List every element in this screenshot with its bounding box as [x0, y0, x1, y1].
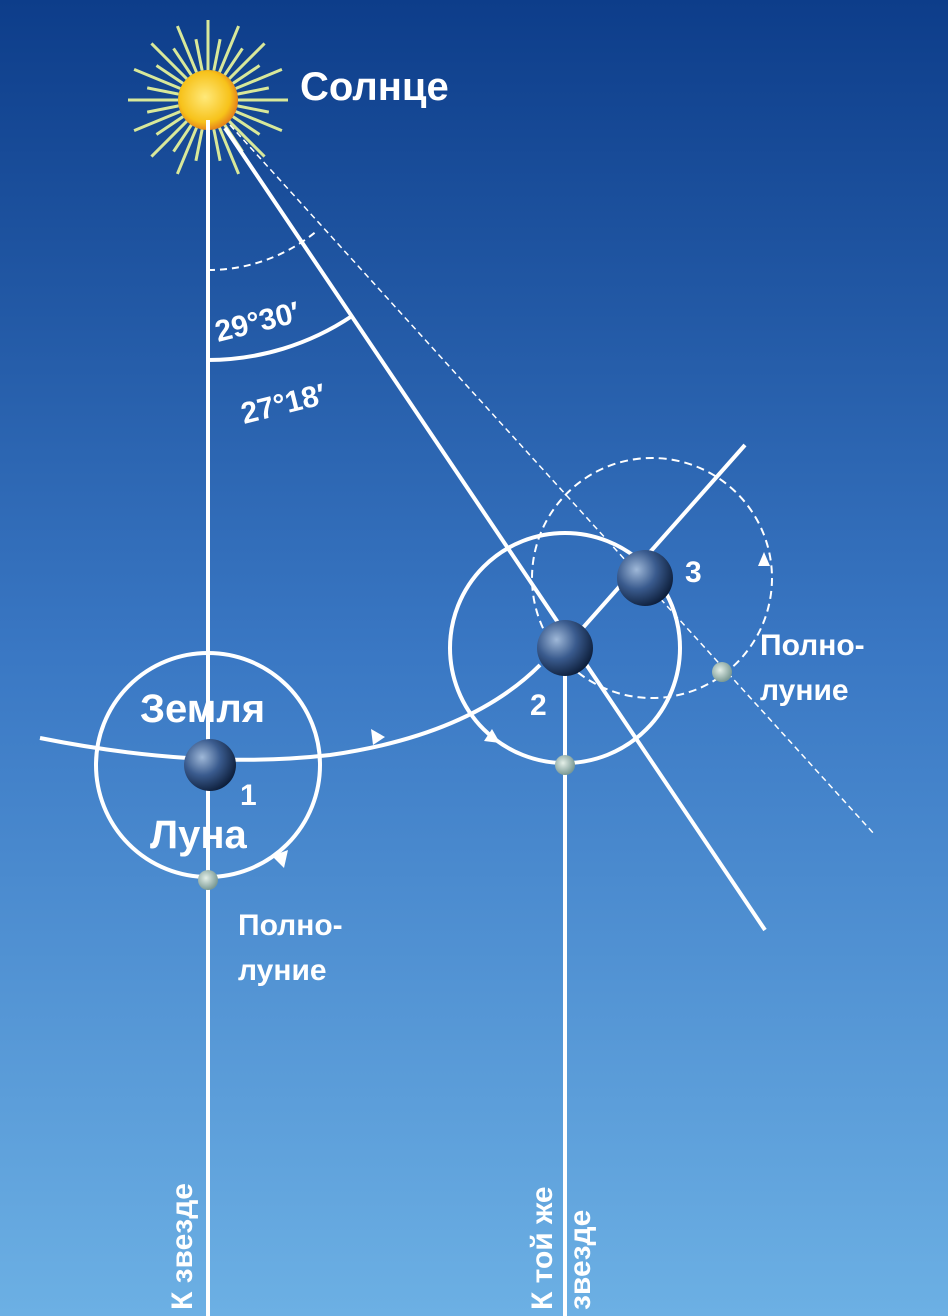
- star-label: звезде: [564, 1210, 597, 1310]
- page: {"sun":{"label":"Солнце"}, "angles":["29…: [0, 0, 948, 1316]
- moon: [555, 755, 575, 775]
- diagram: Солнце 29°30′ 27°18′ Земля 1 Луна 2 3 По…: [0, 0, 948, 1316]
- earth: [184, 739, 236, 791]
- full-moon-label: Полно-: [238, 909, 343, 942]
- earth-label: Земля: [140, 687, 265, 731]
- moon-label: Луна: [150, 813, 247, 857]
- sun-label: Солнце: [300, 65, 449, 109]
- full-moon-label: Полно-: [760, 629, 865, 662]
- earth: [617, 550, 673, 606]
- earth: [537, 620, 593, 676]
- full-moon-label: луние: [760, 674, 849, 707]
- star-label: К звезде: [166, 1183, 199, 1310]
- position-label: 1: [240, 779, 257, 812]
- full-moon-label: луние: [238, 954, 327, 987]
- moon: [198, 870, 218, 890]
- moon: [712, 662, 732, 682]
- star-label: К той же: [526, 1186, 559, 1310]
- position-label: 2: [530, 689, 547, 722]
- position-label: 3: [685, 556, 702, 589]
